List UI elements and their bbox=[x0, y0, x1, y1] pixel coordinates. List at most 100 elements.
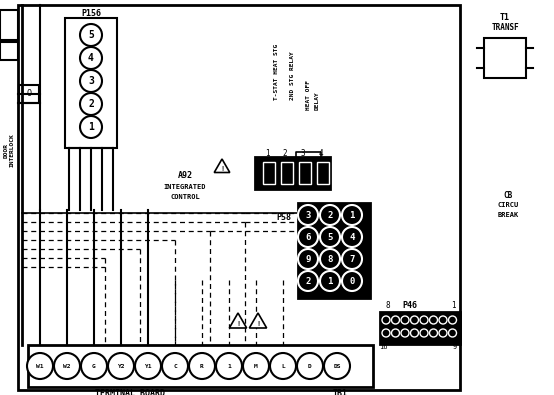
Text: CB: CB bbox=[504, 190, 512, 199]
Text: W1: W1 bbox=[36, 363, 44, 369]
Text: 8: 8 bbox=[386, 301, 391, 310]
Circle shape bbox=[342, 205, 362, 225]
Circle shape bbox=[392, 329, 399, 337]
Text: A92: A92 bbox=[177, 171, 192, 179]
Polygon shape bbox=[229, 313, 247, 328]
Text: INTEGRATED: INTEGRATED bbox=[164, 184, 206, 190]
Circle shape bbox=[243, 353, 269, 379]
Text: 5: 5 bbox=[88, 30, 94, 40]
Circle shape bbox=[320, 227, 340, 247]
Text: 1: 1 bbox=[265, 149, 269, 158]
Circle shape bbox=[439, 329, 447, 337]
Text: HEAT OFF: HEAT OFF bbox=[305, 80, 310, 110]
Circle shape bbox=[320, 205, 340, 225]
Circle shape bbox=[162, 353, 188, 379]
Circle shape bbox=[342, 227, 362, 247]
Circle shape bbox=[411, 316, 418, 324]
Circle shape bbox=[449, 329, 456, 337]
Circle shape bbox=[54, 353, 80, 379]
Circle shape bbox=[80, 116, 102, 138]
Text: TB1: TB1 bbox=[332, 389, 347, 395]
Text: 8: 8 bbox=[327, 254, 333, 263]
Circle shape bbox=[298, 271, 318, 291]
Circle shape bbox=[401, 329, 409, 337]
Circle shape bbox=[342, 271, 362, 291]
Circle shape bbox=[420, 316, 428, 324]
Bar bbox=[281, 162, 293, 184]
Polygon shape bbox=[249, 313, 266, 328]
Bar bbox=[317, 162, 329, 184]
Text: 3: 3 bbox=[88, 76, 94, 86]
Bar bbox=[484, 38, 526, 78]
Circle shape bbox=[298, 249, 318, 269]
Circle shape bbox=[216, 353, 242, 379]
Circle shape bbox=[108, 353, 134, 379]
Text: T1: T1 bbox=[500, 13, 510, 23]
Circle shape bbox=[135, 353, 161, 379]
Circle shape bbox=[420, 329, 428, 337]
Circle shape bbox=[80, 47, 102, 69]
Text: TRANSF: TRANSF bbox=[491, 23, 519, 32]
Circle shape bbox=[81, 353, 107, 379]
Text: 1: 1 bbox=[88, 122, 94, 132]
Circle shape bbox=[297, 353, 323, 379]
Text: 9: 9 bbox=[453, 344, 457, 350]
Text: 4: 4 bbox=[319, 149, 324, 158]
Text: 4: 4 bbox=[350, 233, 355, 241]
Circle shape bbox=[298, 205, 318, 225]
Text: W2: W2 bbox=[63, 363, 71, 369]
Text: BREAK: BREAK bbox=[497, 212, 519, 218]
Text: DELAY: DELAY bbox=[315, 91, 320, 110]
Text: P58: P58 bbox=[276, 214, 291, 222]
Circle shape bbox=[429, 316, 438, 324]
Polygon shape bbox=[214, 159, 230, 173]
Text: R: R bbox=[200, 363, 204, 369]
Bar bbox=[65, 18, 117, 148]
Bar bbox=[299, 162, 311, 184]
Circle shape bbox=[320, 249, 340, 269]
Bar bbox=[0, 10, 18, 40]
Text: 0: 0 bbox=[350, 276, 355, 286]
Circle shape bbox=[270, 353, 296, 379]
Circle shape bbox=[439, 316, 447, 324]
Text: M: M bbox=[254, 363, 258, 369]
Bar bbox=[18, 5, 460, 390]
Bar bbox=[28, 345, 373, 387]
Text: G: G bbox=[92, 363, 96, 369]
Text: 1: 1 bbox=[451, 301, 455, 310]
Circle shape bbox=[342, 249, 362, 269]
Text: CONTROL: CONTROL bbox=[170, 194, 200, 200]
Text: 6: 6 bbox=[305, 233, 311, 241]
Text: DOOR
INTERLOCK: DOOR INTERLOCK bbox=[3, 133, 14, 167]
Text: 9: 9 bbox=[305, 254, 311, 263]
Circle shape bbox=[324, 353, 350, 379]
Text: 2: 2 bbox=[327, 211, 333, 220]
Circle shape bbox=[189, 353, 215, 379]
Text: !: ! bbox=[256, 321, 260, 327]
Text: C: C bbox=[173, 363, 177, 369]
Text: 7: 7 bbox=[350, 254, 355, 263]
Bar bbox=[0, 42, 18, 60]
Bar bbox=[19, 85, 39, 103]
Text: TERMINAL BOARD: TERMINAL BOARD bbox=[95, 389, 165, 395]
Text: P156: P156 bbox=[81, 9, 101, 17]
Text: 2: 2 bbox=[305, 276, 311, 286]
Text: O: O bbox=[27, 90, 32, 98]
Circle shape bbox=[382, 316, 390, 324]
Circle shape bbox=[80, 70, 102, 92]
Text: 3: 3 bbox=[301, 149, 305, 158]
Circle shape bbox=[411, 329, 418, 337]
Text: 2: 2 bbox=[88, 99, 94, 109]
Circle shape bbox=[80, 24, 102, 46]
Bar bbox=[298, 203, 370, 298]
Text: !: ! bbox=[236, 321, 240, 327]
Circle shape bbox=[320, 271, 340, 291]
Circle shape bbox=[80, 93, 102, 115]
Text: DS: DS bbox=[334, 363, 341, 369]
Text: Y2: Y2 bbox=[117, 363, 125, 369]
Circle shape bbox=[298, 227, 318, 247]
Circle shape bbox=[382, 329, 390, 337]
Bar bbox=[255, 157, 330, 189]
Text: 5: 5 bbox=[327, 233, 333, 241]
Bar bbox=[263, 162, 275, 184]
